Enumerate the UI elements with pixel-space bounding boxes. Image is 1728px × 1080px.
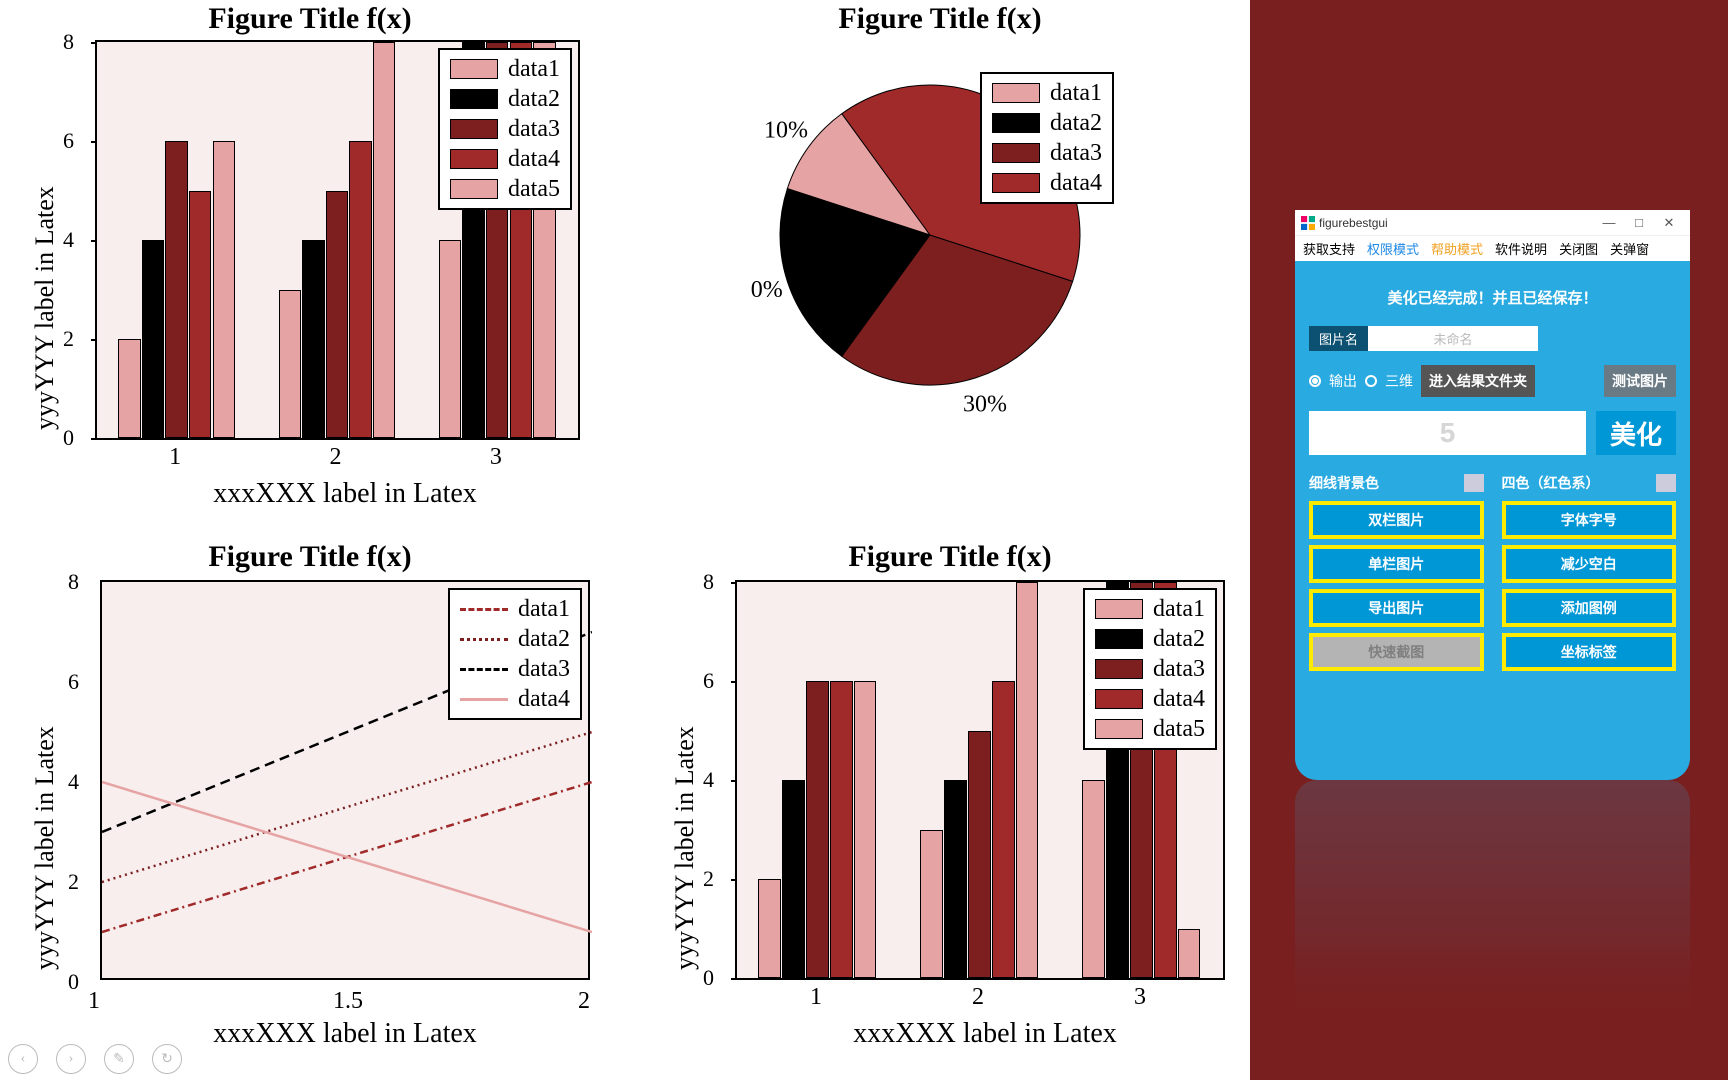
- app-icon: [1301, 216, 1315, 230]
- bar: [758, 879, 781, 978]
- close-button[interactable]: ✕: [1654, 215, 1684, 231]
- chart-title: Figure Title f(x): [640, 540, 1260, 574]
- plot-area: 02468123data1data2data3data4data5: [95, 40, 580, 440]
- options-columns: 细线背景色 双栏图片单栏图片导出图片快速截图 四色（红色系） 字体字号减少空白添…: [1309, 473, 1676, 677]
- line-chart: Figure Title f(x) yyyYYY label in Latex …: [0, 540, 620, 1080]
- y-axis-label: yyyYYY label in Latex: [670, 726, 700, 970]
- titlebar[interactable]: figurebestgui — □ ✕: [1295, 210, 1690, 235]
- option-button[interactable]: 添加图例: [1502, 589, 1677, 627]
- y-axis-label: yyyYYY label in Latex: [30, 726, 60, 970]
- options-row: 输出 三维进入结果文件夹 测试图片: [1309, 365, 1676, 397]
- left-column: 细线背景色 双栏图片单栏图片导出图片快速截图: [1309, 473, 1484, 677]
- menu-item[interactable]: 帮助模式: [1431, 239, 1483, 258]
- nav-next[interactable]: ›: [56, 1044, 86, 1074]
- enter-results-button[interactable]: 进入结果文件夹: [1421, 365, 1535, 397]
- right-column: 四色（红色系） 字体字号减少空白添加图例坐标标签: [1502, 473, 1677, 677]
- svg-text:10%: 10%: [764, 117, 808, 143]
- bar: [944, 780, 967, 978]
- chart-title: Figure Title f(x): [0, 2, 620, 36]
- app-title: figurebestgui: [1319, 216, 1388, 230]
- radio[interactable]: [1309, 375, 1321, 387]
- option-button[interactable]: 单栏图片: [1309, 545, 1484, 583]
- bar: [806, 681, 829, 978]
- image-name-input[interactable]: 未命名: [1368, 326, 1538, 351]
- plot-area: 0246811.52data1data2data3data4: [100, 580, 590, 980]
- test-image-button[interactable]: 测试图片: [1604, 365, 1676, 397]
- x-axis-label: xxxXXX label in Latex: [70, 478, 620, 510]
- beautify-button[interactable]: 美化: [1596, 411, 1676, 455]
- x-axis-label: xxxXXX label in Latex: [710, 1018, 1260, 1050]
- radio[interactable]: [1365, 375, 1377, 387]
- app-reflection: [1295, 780, 1690, 1040]
- bar: [992, 681, 1015, 978]
- nav-refresh[interactable]: ↻: [152, 1044, 182, 1074]
- bar: [1016, 582, 1039, 978]
- radio-label: 三维: [1385, 371, 1413, 391]
- bar: [830, 681, 853, 978]
- menu-item[interactable]: 获取支持: [1303, 239, 1355, 258]
- option-button[interactable]: 字体字号: [1502, 501, 1677, 539]
- option-button: 快速截图: [1309, 633, 1484, 671]
- bar-chart-1: Figure Title f(x) yyyYYY label in Latex …: [0, 0, 620, 520]
- bar: [326, 191, 348, 439]
- left-header: 细线背景色: [1309, 473, 1379, 493]
- minimize-button[interactable]: —: [1594, 215, 1624, 230]
- bar: [349, 141, 371, 438]
- dropdown-icon[interactable]: [1464, 474, 1484, 492]
- nav-edit[interactable]: ✎: [104, 1044, 134, 1074]
- bar: [439, 240, 461, 438]
- bar: [189, 191, 211, 439]
- legend: data1data2data3data4data5: [1083, 588, 1217, 750]
- option-button[interactable]: 导出图片: [1309, 589, 1484, 627]
- bar: [302, 240, 324, 438]
- chart-title: Figure Title f(x): [0, 540, 620, 574]
- bar: [279, 290, 301, 439]
- bar: [165, 141, 187, 438]
- legend: data1data2data3data4: [980, 72, 1114, 204]
- beautify-row: 5 美化: [1309, 411, 1676, 455]
- right-header: 四色（红色系）: [1502, 473, 1600, 493]
- svg-text:20%: 20%: [750, 277, 783, 303]
- app-window: figurebestgui — □ ✕ 获取支持权限模式帮助模式软件说明关闭图关…: [1295, 210, 1690, 780]
- image-name-row: 图片名未命名: [1309, 326, 1676, 351]
- bar-chart-2: Figure Title f(x) yyyYYY label in Latex …: [640, 540, 1260, 1080]
- bar: [920, 830, 943, 979]
- radio-label: 输出: [1329, 371, 1357, 391]
- count-input[interactable]: 5: [1309, 411, 1586, 455]
- bar: [373, 42, 395, 438]
- right-panel: figurebestgui — □ ✕ 获取支持权限模式帮助模式软件说明关闭图关…: [1250, 0, 1728, 1080]
- bar: [782, 780, 805, 978]
- maximize-button[interactable]: □: [1624, 215, 1654, 230]
- y-axis-label: yyyYYY label in Latex: [30, 186, 60, 430]
- menu-item[interactable]: 关弹窗: [1610, 239, 1649, 258]
- bar: [213, 141, 235, 438]
- option-button[interactable]: 减少空白: [1502, 545, 1677, 583]
- pie-chart: Figure Title f(x) 10%20%30%40% data1data…: [640, 0, 1240, 450]
- legend: data1data2data3data4data5: [438, 48, 572, 210]
- image-name-label: 图片名: [1309, 326, 1368, 351]
- option-button[interactable]: 坐标标签: [1502, 633, 1677, 671]
- menubar: 获取支持权限模式帮助模式软件说明关闭图关弹窗: [1295, 235, 1690, 261]
- line-series: [102, 732, 592, 882]
- bar: [968, 731, 991, 979]
- bar: [854, 681, 877, 978]
- menu-item[interactable]: 权限模式: [1367, 239, 1419, 258]
- plot-area: 02468123data1data2data3data4data5: [735, 580, 1225, 980]
- bar: [118, 339, 140, 438]
- option-button[interactable]: 双栏图片: [1309, 501, 1484, 539]
- menu-item[interactable]: 软件说明: [1495, 239, 1547, 258]
- bar: [1178, 929, 1201, 979]
- dropdown-icon[interactable]: [1656, 474, 1676, 492]
- svg-text:30%: 30%: [963, 391, 1007, 415]
- bottom-nav: ‹ › ✎ ↻: [8, 1044, 182, 1074]
- menu-item[interactable]: 关闭图: [1559, 239, 1598, 258]
- legend: data1data2data3data4: [448, 588, 582, 720]
- nav-prev[interactable]: ‹: [8, 1044, 38, 1074]
- bar: [142, 240, 164, 438]
- charts-panel: Figure Title f(x) yyyYYY label in Latex …: [0, 0, 1250, 1080]
- status-text: 美化已经完成！并且已经保存！: [1309, 287, 1676, 308]
- bar: [1082, 780, 1105, 978]
- chart-title: Figure Title f(x): [640, 2, 1240, 36]
